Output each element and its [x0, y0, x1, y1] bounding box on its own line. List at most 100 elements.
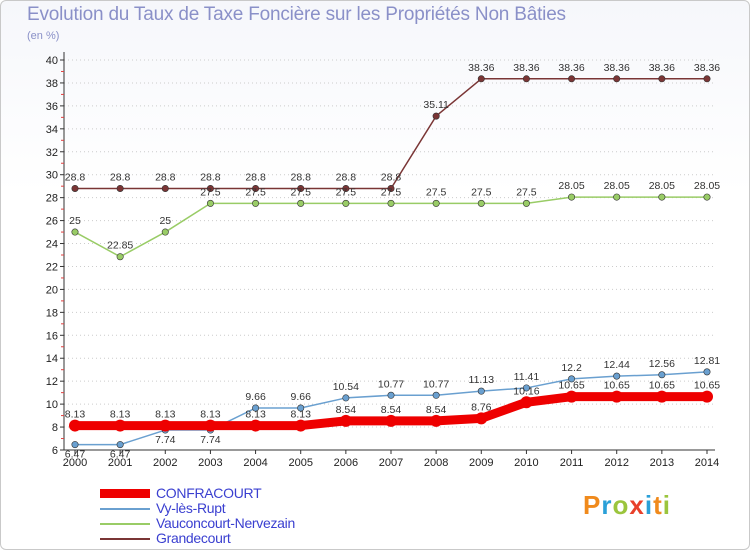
data-point: [430, 414, 443, 427]
data-label: 10.54: [333, 381, 359, 393]
data-label: 12.56: [649, 358, 675, 370]
y-tick-label: 8: [52, 422, 58, 434]
y-tick-label: 6: [52, 445, 58, 457]
y-tick-label: 26: [46, 216, 58, 228]
data-label: 11.13: [469, 374, 495, 386]
y-tick-label: 36: [46, 101, 58, 113]
data-label: 27.5: [200, 186, 221, 198]
data-label: 38.36: [513, 62, 539, 74]
y-tick-label: 32: [46, 147, 58, 159]
y-tick-label: 20: [46, 284, 58, 296]
data-point: [432, 112, 440, 120]
x-tick-label: 2012: [604, 457, 628, 469]
data-point: [658, 75, 666, 83]
data-point: [71, 228, 79, 236]
x-tick-label: 2013: [650, 457, 674, 469]
data-label: 10.77: [378, 378, 404, 390]
data-point: [568, 75, 576, 83]
x-tick-label: 2008: [424, 457, 448, 469]
data-point: [252, 404, 260, 412]
data-label: 28.05: [558, 180, 584, 192]
data-label: 38.36: [468, 62, 494, 74]
data-label: 8.13: [65, 409, 86, 421]
data-label: 28.8: [336, 171, 357, 183]
data-point: [475, 412, 488, 425]
data-label: 10.65: [558, 380, 584, 392]
data-label: 27.5: [336, 186, 357, 198]
data-label: 38.36: [604, 62, 630, 74]
data-point: [613, 372, 621, 380]
data-point: [613, 75, 621, 83]
data-point: [249, 419, 262, 432]
y-tick-label: 12: [46, 376, 58, 388]
data-point: [116, 184, 124, 192]
data-label: 8.54: [426, 404, 447, 416]
data-point: [159, 419, 172, 432]
data-label: 27.5: [516, 186, 537, 198]
data-label: 28.05: [694, 180, 720, 192]
legend-swatch: [100, 508, 150, 510]
y-tick-label: 24: [46, 239, 58, 251]
data-label: 27.5: [381, 186, 402, 198]
data-point: [703, 368, 711, 376]
data-point: [342, 199, 350, 207]
data-point: [522, 384, 530, 392]
data-point: [703, 193, 711, 201]
y-tick-label: 30: [46, 170, 58, 182]
y-tick-label: 14: [46, 353, 58, 365]
x-tick-label: 2011: [560, 457, 584, 469]
logo-letter: o: [612, 490, 630, 520]
data-label: 27.5: [290, 186, 311, 198]
logo-letter: t: [653, 490, 663, 520]
x-tick-label: 2005: [288, 457, 312, 469]
data-label: 8.54: [336, 404, 357, 416]
data-point: [520, 396, 533, 409]
data-point: [477, 199, 485, 207]
data-point: [69, 419, 81, 432]
data-label: 28.8: [381, 171, 402, 183]
data-label: 12.44: [604, 359, 630, 371]
legend-label: Vauconcourt-Nervezain: [156, 515, 295, 531]
x-tick-label: 2003: [198, 457, 222, 469]
axes: 6 8 10 12 14 16 18 20 22 24 26 28 30 32 34 36 38 40 2000 20…: [46, 52, 719, 469]
proxiti-logo: Proxiti: [583, 490, 671, 521]
grid: [64, 59, 715, 451]
legend-label: CONFRACOURT: [156, 485, 262, 501]
data-point: [116, 253, 124, 261]
y-tick-label: 40: [46, 55, 58, 67]
data-point: [204, 419, 217, 432]
data-label: 28.8: [155, 171, 176, 183]
data-label: 10.65: [694, 380, 720, 392]
data-point: [161, 184, 169, 192]
data-label: 8.76: [471, 401, 492, 413]
series-lines: [69, 75, 713, 449]
data-label: 6.47: [65, 449, 86, 461]
x-tick-label: 2006: [334, 457, 358, 469]
data-label: 25: [159, 215, 171, 227]
data-label: 8.13: [200, 409, 221, 421]
data-label: 8.13: [290, 409, 311, 421]
data-point: [342, 184, 350, 192]
data-point: [339, 414, 352, 427]
y-tick-label: 34: [46, 124, 58, 136]
x-tick-label: 2002: [153, 457, 177, 469]
logo-letter: P: [583, 490, 602, 520]
data-label: 28.05: [604, 180, 630, 192]
logo-letter: i: [662, 490, 671, 520]
data-point: [610, 390, 623, 403]
data-point: [161, 228, 169, 236]
data-label: 28.8: [290, 171, 311, 183]
logo-letter: r: [601, 490, 613, 520]
data-label: 38.36: [558, 62, 584, 74]
legend-swatch: [100, 538, 150, 540]
data-label: 22.85: [107, 240, 133, 252]
data-label: 10.65: [649, 380, 675, 392]
data-point: [522, 75, 530, 83]
data-label: 12.81: [694, 355, 720, 367]
data-point: [114, 419, 127, 432]
data-label: 35.11: [423, 99, 449, 111]
data-label: 7.74: [200, 434, 221, 446]
data-label: 6.47: [110, 449, 131, 461]
data-point: [658, 371, 666, 379]
data-label: 28.8: [200, 171, 221, 183]
